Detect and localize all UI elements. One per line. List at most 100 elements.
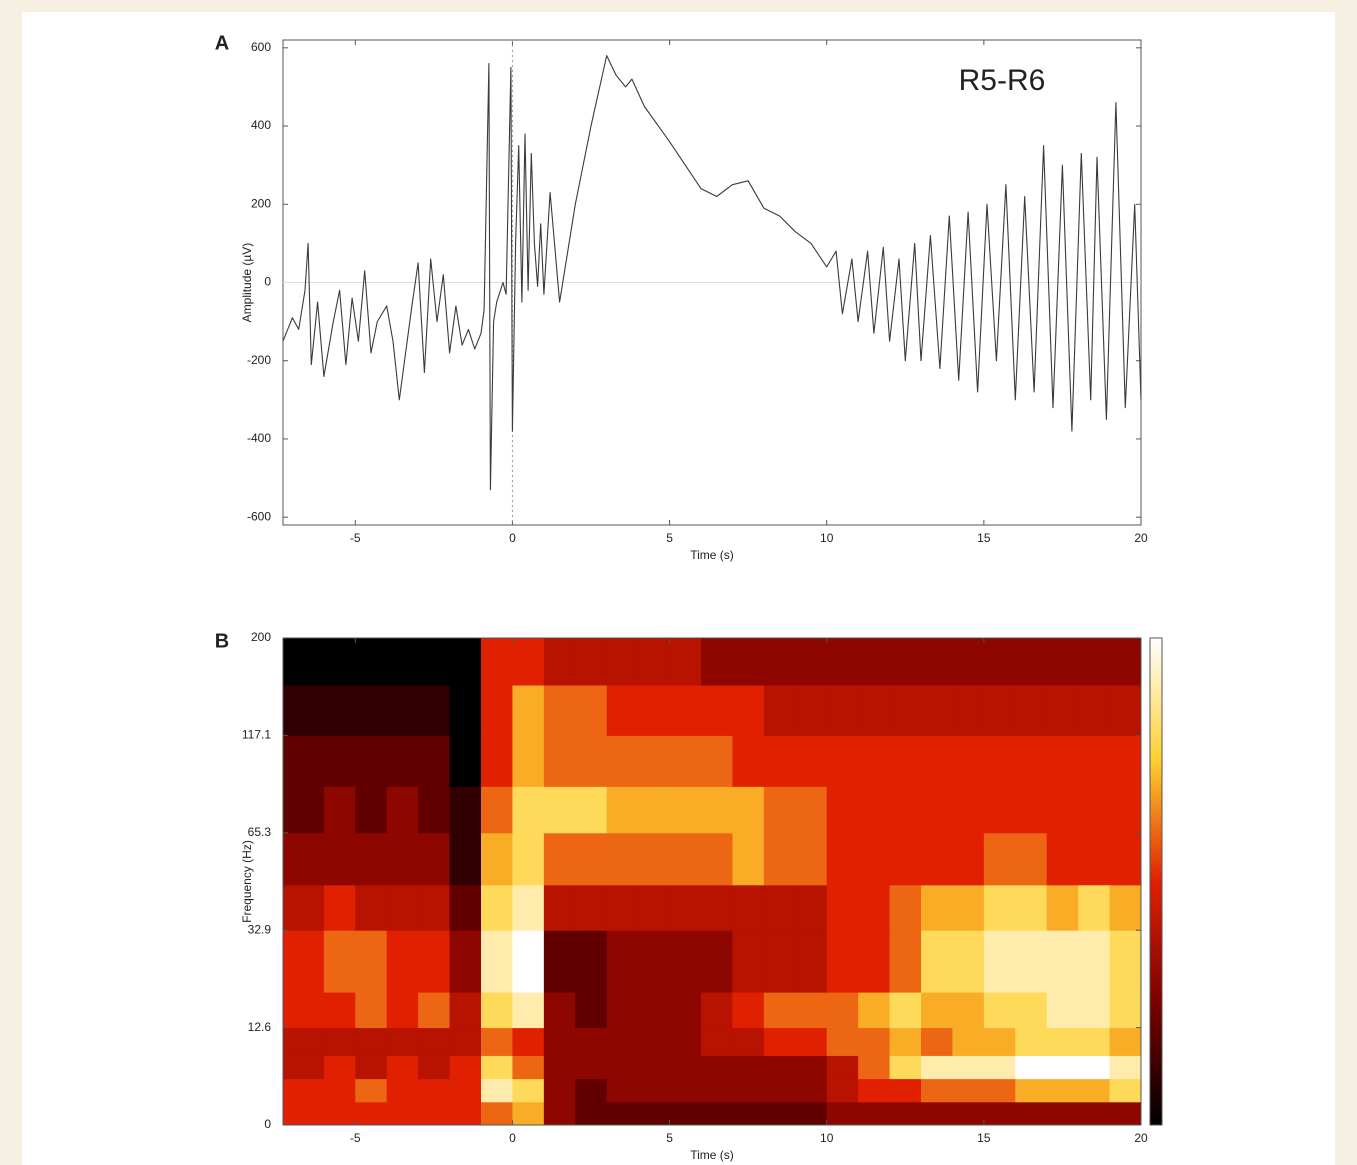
heat-cell (826, 638, 859, 686)
heat-cell (1015, 832, 1048, 886)
heat-cell (543, 930, 576, 993)
x-tick-label: 15 (977, 1131, 991, 1145)
heat-cell (795, 930, 828, 993)
y-tick-label: 0 (264, 1117, 271, 1131)
heat-cell (763, 1078, 796, 1103)
heat-cell (858, 832, 891, 886)
heat-cell (1015, 1078, 1048, 1103)
heat-cell (1078, 1078, 1111, 1103)
heat-cell (386, 735, 419, 787)
heat-cell (386, 1078, 419, 1103)
heat-cell (606, 1027, 639, 1056)
heat-cell (575, 884, 608, 931)
heat-cell (355, 992, 388, 1029)
heat-cell (283, 1027, 325, 1056)
heat-cell (323, 1055, 356, 1080)
heat-cell (512, 832, 545, 886)
heat-cell (418, 1101, 451, 1126)
heat-cell (481, 735, 513, 787)
heat-cell (1078, 684, 1111, 736)
heat-cell (355, 735, 388, 787)
x-tick-label: 5 (666, 1131, 673, 1145)
heat-cell (638, 638, 671, 686)
heat-cell (1015, 930, 1048, 993)
heat-cell (575, 992, 608, 1029)
heat-cell (732, 735, 765, 787)
heat-cell (449, 930, 482, 993)
heat-cell (732, 1101, 765, 1126)
heat-cell (1078, 930, 1111, 993)
heat-cell (575, 735, 608, 787)
y-tick-label: 200 (251, 630, 271, 644)
heat-cell (1078, 1055, 1111, 1080)
heat-cell (355, 832, 388, 886)
heat-cell (481, 638, 513, 686)
heat-cell (701, 1078, 733, 1103)
heat-cell (449, 832, 482, 886)
heat-cell (669, 884, 702, 931)
heat-cell (638, 786, 671, 834)
x-tick-label: 10 (820, 531, 834, 545)
heat-cell (795, 1027, 828, 1056)
heat-cell (638, 884, 671, 931)
heat-cell (732, 832, 765, 886)
heat-cell (858, 684, 891, 736)
heat-cell (732, 786, 765, 834)
heat-cell (795, 1101, 828, 1126)
y-axis-label: Frequency (Hz) (240, 840, 254, 923)
heat-cell (323, 1101, 356, 1126)
heat-cell (449, 992, 482, 1029)
heat-cell (512, 1055, 545, 1080)
heat-cell (763, 1101, 796, 1126)
heat-cell (763, 1055, 796, 1080)
heat-cell (858, 638, 891, 686)
heat-cell (575, 638, 608, 686)
heat-cell (983, 832, 1016, 886)
heat-cell (606, 1101, 639, 1126)
heat-cell (952, 1027, 985, 1056)
heat-cell (1109, 992, 1142, 1029)
heat-cell (763, 930, 796, 993)
x-tick-label: 0 (509, 1131, 516, 1145)
heat-cell (386, 684, 419, 736)
heat-cell (355, 786, 388, 834)
heat-cell (1015, 735, 1048, 787)
heat-cell (763, 786, 796, 834)
heat-cell (858, 992, 891, 1029)
heat-cell (983, 884, 1016, 931)
heat-cell (512, 1078, 545, 1103)
heat-cell (481, 1078, 513, 1103)
x-tick-label: 0 (509, 531, 516, 545)
heat-cell (386, 1055, 419, 1080)
heat-cell (512, 992, 545, 1029)
heat-cell (983, 992, 1016, 1029)
heat-cell (543, 832, 576, 886)
heat-cell (952, 1055, 985, 1080)
heat-cell (543, 992, 576, 1029)
heat-cell (575, 1078, 608, 1103)
heat-cell (701, 1027, 733, 1056)
heat-cell (952, 638, 985, 686)
heat-cell (763, 832, 796, 886)
heat-cell (606, 930, 639, 993)
heat-cell (1046, 992, 1079, 1029)
heat-cell (606, 884, 639, 931)
heat-cell (638, 1055, 671, 1080)
heat-cell (1015, 786, 1048, 834)
heat-cell (669, 832, 702, 886)
heat-cell (921, 1055, 953, 1080)
heat-cell (606, 1055, 639, 1080)
heat-cell (1046, 638, 1079, 686)
heat-cell (512, 1027, 545, 1056)
y-tick-label: -200 (247, 353, 271, 367)
heat-cell (669, 1101, 702, 1126)
heat-cell (669, 1078, 702, 1103)
y-axis-label: Amplitude (µV) (240, 243, 254, 323)
heat-cell (355, 1027, 388, 1056)
heat-cell (826, 1055, 859, 1080)
heat-cell (701, 1101, 733, 1126)
heat-cell (795, 884, 828, 931)
heat-cell (512, 1101, 545, 1126)
heat-cell (921, 1078, 953, 1103)
annotation: R5-R6 (959, 64, 1046, 97)
